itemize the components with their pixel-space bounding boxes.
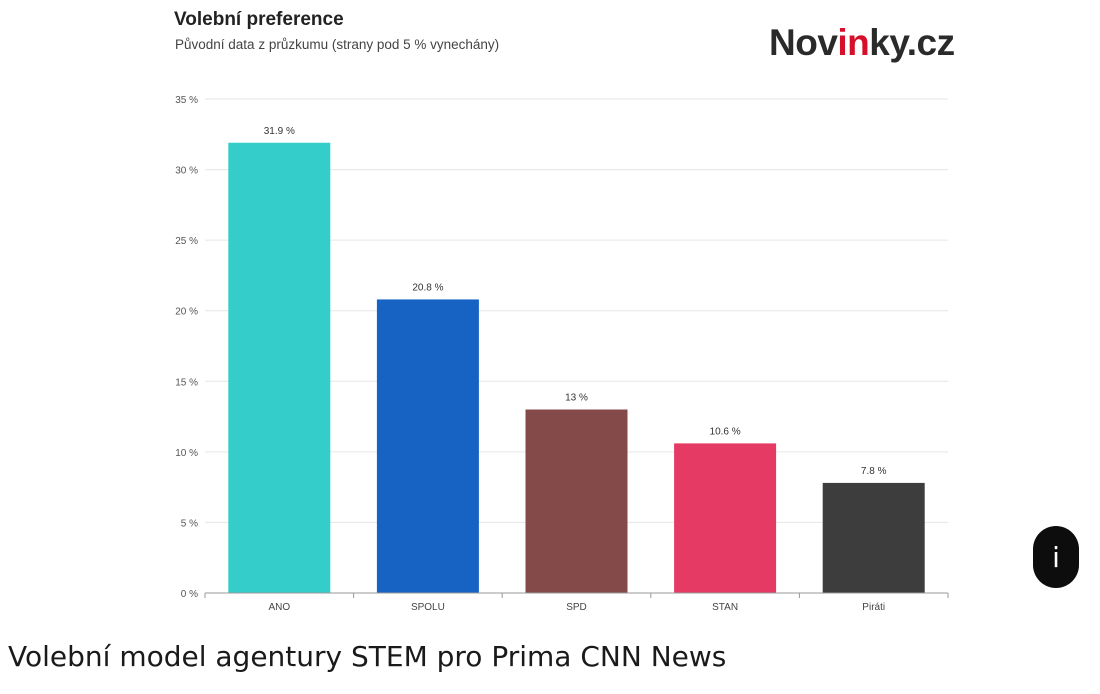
bar [376,299,479,593]
info-button[interactable]: i [1033,526,1079,588]
logo-part-prefix: Nov [769,22,838,63]
x-tick-label: ANO [268,602,290,613]
y-tick-label: 25 % [175,236,198,247]
bar [228,142,331,594]
y-tick-label: 5 % [181,518,198,529]
bar-value-label: 20.8 % [412,282,443,293]
logo-part-highlight: in [837,22,870,63]
logo-part-suffix: ky.cz [869,22,955,63]
x-tick-label: SPD [566,602,587,613]
bar [822,482,925,593]
bar-value-label: 10.6 % [710,426,741,437]
y-tick-label: 15 % [175,377,198,388]
bar-value-label: 13 % [565,393,588,404]
y-tick-label: 20 % [175,307,198,318]
novinky-logo: Novinky.cz [769,22,955,64]
chart-subtitle: Původní data z průzkumu (strany pod 5 % … [175,37,500,52]
y-tick-label: 0 % [181,589,198,600]
y-tick-label: 35 % [175,95,198,106]
bar-value-label: 31.9 % [264,126,295,137]
x-tick-label: SPOLU [411,602,445,613]
bar [674,443,777,593]
x-tick-label: Piráti [862,602,885,613]
x-tick-label: STAN [712,602,738,613]
bar-value-label: 7.8 % [861,466,887,477]
image-caption: Volební model agentury STEM pro Prima CN… [8,640,727,673]
y-tick-label: 30 % [175,166,198,177]
bar-layer: 31.9 % 20.8 % 13 % 10.6 % 7.8 % [228,126,925,594]
y-tick-label: 10 % [175,448,198,459]
axis-layer: 0 % 5 % 10 % 15 % 20 % 25 % 30 % 35 % ANO SPOLU SP… [175,95,949,613]
chart-title: Volební preference [174,9,344,30]
bar [525,409,628,593]
